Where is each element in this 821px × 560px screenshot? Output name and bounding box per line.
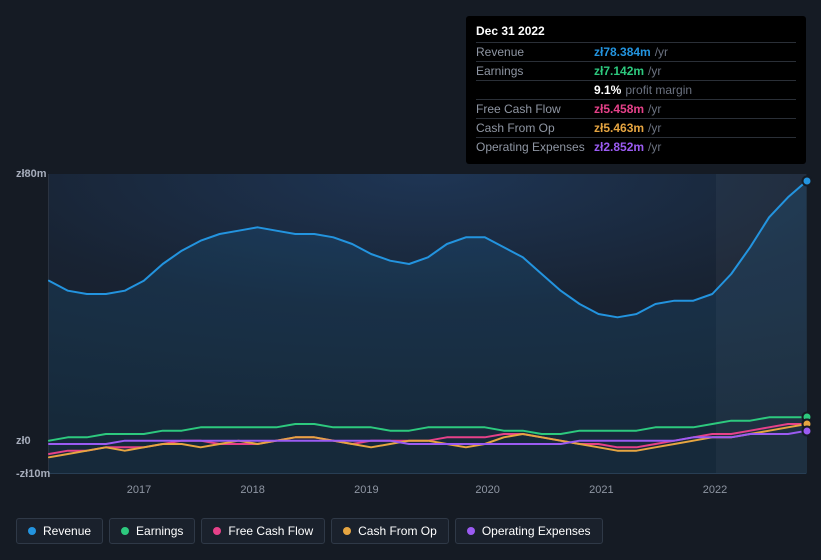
legend-label: Revenue: [43, 524, 91, 538]
tooltip-row: 9.1% profit margin: [476, 80, 796, 99]
legend-label: Free Cash Flow: [228, 524, 313, 538]
chart-ytick: zł80m: [16, 168, 47, 180]
tooltip-row: Cash From Opzł5.463m/yr: [476, 118, 796, 137]
legend-dot: [121, 527, 129, 535]
legend-item-earnings[interactable]: Earnings: [109, 518, 195, 544]
legend-item-operating-expenses[interactable]: Operating Expenses: [455, 518, 603, 544]
tooltip-label: Free Cash Flow: [476, 102, 594, 116]
legend-item-cash-from-op[interactable]: Cash From Op: [331, 518, 449, 544]
tooltip-unit: /yr: [648, 102, 661, 116]
tooltip-title: Dec 31 2022: [476, 24, 796, 38]
tooltip-row: Revenuezł78.384m/yr: [476, 42, 796, 61]
tooltip-pm-label: profit margin: [625, 83, 692, 97]
tooltip-label: Operating Expenses: [476, 140, 594, 154]
chart-xtick: 2022: [703, 484, 727, 496]
legend-label: Earnings: [136, 524, 183, 538]
legend-item-revenue[interactable]: Revenue: [16, 518, 103, 544]
legend-label: Cash From Op: [358, 524, 437, 538]
chart-xtick: 2017: [127, 484, 151, 496]
legend-dot: [343, 527, 351, 535]
legend-dot: [467, 527, 475, 535]
chart-legend: Revenue Earnings Free Cash Flow Cash From O…: [16, 518, 603, 544]
chart-svg: [49, 174, 807, 474]
tooltip-label: Revenue: [476, 45, 594, 59]
tooltip-unit: /yr: [655, 45, 668, 59]
chart-xaxis: 2017 2018 2019 2020 2021 2022: [48, 480, 806, 500]
tooltip-label: Earnings: [476, 64, 594, 78]
tooltip-unit: /yr: [648, 64, 661, 78]
tooltip-value: zł78.384m: [594, 45, 651, 59]
legend-label: Operating Expenses: [482, 524, 591, 538]
chart-xtick: 2019: [354, 484, 378, 496]
tooltip-value: zł7.142m: [594, 64, 644, 78]
chart-xtick: 2020: [475, 484, 499, 496]
chart-xtick: 2021: [589, 484, 613, 496]
chart-area: zł80mzł0-zł10m 201720182019202020212022: [16, 160, 806, 480]
tooltip-row: Earningszł7.142m/yr: [476, 61, 796, 80]
chart-series-end-dot: [804, 177, 811, 184]
chart-plot[interactable]: [48, 174, 806, 474]
tooltip-label: [476, 83, 594, 97]
chart-xtick: 2018: [240, 484, 264, 496]
tooltip-value: zł2.852m: [594, 140, 644, 154]
tooltip-row: Operating Expenseszł2.852m/yr: [476, 137, 796, 156]
tooltip-unit: /yr: [648, 121, 661, 135]
tooltip-label: Cash From Op: [476, 121, 594, 135]
chart-ytick: -zł10m: [16, 468, 50, 480]
chart-series-end-dot: [804, 427, 811, 434]
data-tooltip: Dec 31 2022 Revenuezł78.384m/yrEarningsz…: [466, 16, 806, 164]
legend-dot: [213, 527, 221, 535]
tooltip-pm-value: 9.1%: [594, 83, 621, 97]
tooltip-value: zł5.458m: [594, 102, 644, 116]
legend-item-free-cash-flow[interactable]: Free Cash Flow: [201, 518, 325, 544]
chart-ytick: zł0: [16, 435, 31, 447]
tooltip-value: zł5.463m: [594, 121, 644, 135]
tooltip-row: Free Cash Flowzł5.458m/yr: [476, 99, 796, 118]
tooltip-unit: /yr: [648, 140, 661, 154]
legend-dot: [28, 527, 36, 535]
